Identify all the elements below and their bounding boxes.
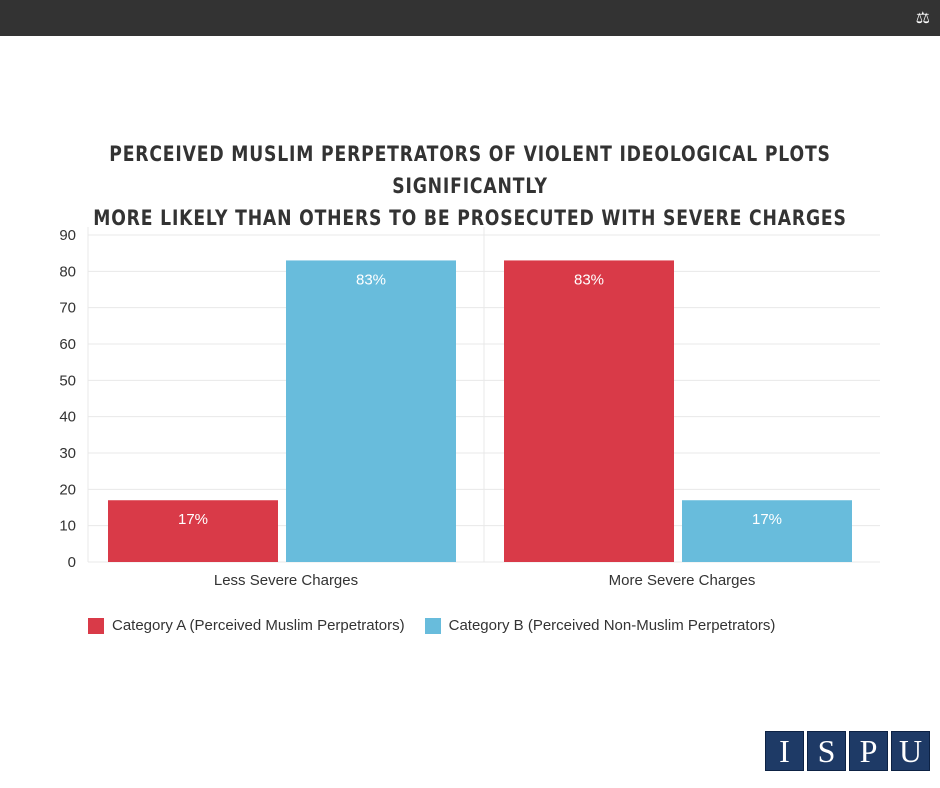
data-label: 17% <box>752 511 782 528</box>
bar <box>286 260 456 562</box>
bar-chart: 0 10 20 30 40 50 60 70 80 90 Less Severe Charges 17… <box>59 227 880 589</box>
bar <box>682 500 852 562</box>
y-tick-label: 80 <box>59 263 76 280</box>
legend-swatch <box>88 617 104 634</box>
legend: Category A (Perceived Muslim Perpetrator… <box>88 617 775 634</box>
legend-label: Category B (Perceived Non-Muslim Perpetr… <box>448 617 776 634</box>
data-label: 83% <box>356 271 386 288</box>
legend-item-a[interactable]: Category A (Perceived Muslim Perpetrator… <box>88 617 405 634</box>
scales-icon[interactable]: ⚖ <box>915 10 930 27</box>
y-tick-label: 10 <box>59 518 76 535</box>
y-tick-label: 30 <box>59 445 76 462</box>
x-tick-label: More Severe Charges <box>609 572 756 589</box>
title-line-2: MORE LIKELY THAN OTHERS TO BE PROSECUTED… <box>93 206 847 230</box>
y-tick-label: 90 <box>59 227 76 244</box>
y-tick-label: 70 <box>59 300 76 317</box>
data-label: 83% <box>574 271 604 288</box>
bar <box>108 500 278 562</box>
y-tick-label: 40 <box>59 409 76 426</box>
legend-item-b[interactable]: Category B (Perceived Non-Muslim Perpetr… <box>424 617 776 634</box>
legend-swatch <box>424 617 441 634</box>
y-tick-label: 60 <box>59 336 76 353</box>
y-tick-label: 0 <box>68 554 76 571</box>
data-label: 17% <box>178 511 208 528</box>
title-line-1: PERCEIVED MUSLIM PERPETRATORS OF VIOLENT… <box>109 142 831 198</box>
legend-label: Category A (Perceived Muslim Perpetrator… <box>112 617 405 634</box>
chart-title: PERCEIVED MUSLIM PERPETRATORS OF VIOLENT… <box>85 138 856 234</box>
top-bar: ⚖ <box>0 0 940 36</box>
x-tick-label: Less Severe Charges <box>214 572 358 589</box>
bar <box>504 260 674 562</box>
y-tick-label: 20 <box>59 481 76 498</box>
y-tick-label: 50 <box>59 372 76 389</box>
